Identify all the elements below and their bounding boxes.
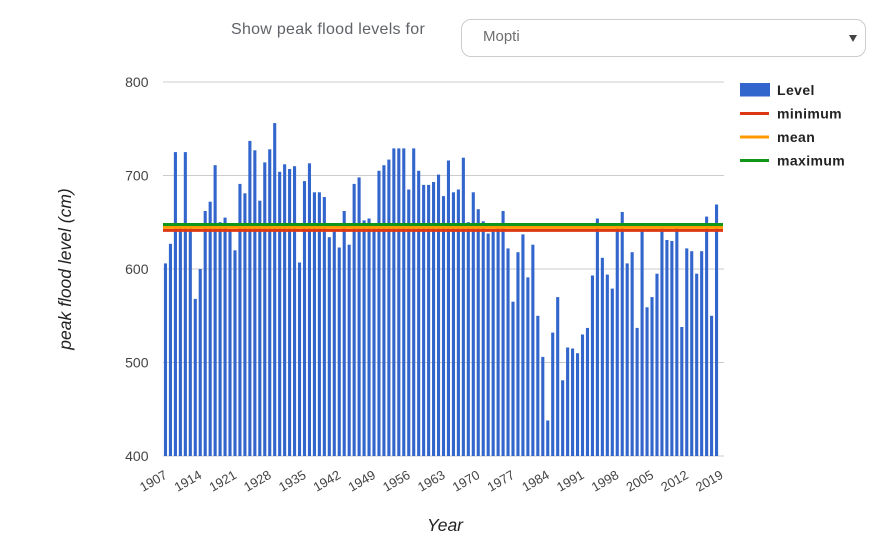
svg-text:1963: 1963 [415, 467, 448, 494]
svg-text:1998: 1998 [589, 467, 622, 494]
svg-text:minimum: minimum [777, 105, 842, 121]
svg-text:Level: Level [777, 82, 815, 98]
svg-text:1935: 1935 [276, 467, 309, 494]
svg-text:Year: Year [427, 515, 464, 535]
svg-text:800: 800 [125, 74, 149, 90]
svg-text:1907: 1907 [137, 467, 170, 494]
svg-text:1984: 1984 [519, 467, 552, 494]
svg-text:600: 600 [125, 261, 149, 277]
svg-text:1949: 1949 [345, 467, 378, 494]
svg-text:peak flood level (cm): peak flood level (cm) [55, 188, 75, 350]
svg-text:500: 500 [125, 355, 149, 371]
svg-text:1991: 1991 [554, 467, 587, 494]
svg-text:maximum: maximum [777, 152, 845, 168]
svg-text:1921: 1921 [206, 467, 239, 494]
svg-text:2019: 2019 [693, 467, 726, 494]
svg-text:1956: 1956 [380, 467, 413, 494]
svg-text:1914: 1914 [172, 467, 205, 494]
svg-text:700: 700 [125, 168, 149, 184]
svg-text:2005: 2005 [623, 467, 656, 494]
svg-text:400: 400 [125, 448, 149, 464]
svg-text:1970: 1970 [450, 467, 483, 494]
svg-text:1977: 1977 [484, 467, 517, 494]
svg-text:mean: mean [777, 129, 815, 145]
svg-text:1942: 1942 [311, 467, 344, 494]
svg-text:2012: 2012 [658, 467, 691, 494]
svg-text:1928: 1928 [241, 467, 274, 494]
